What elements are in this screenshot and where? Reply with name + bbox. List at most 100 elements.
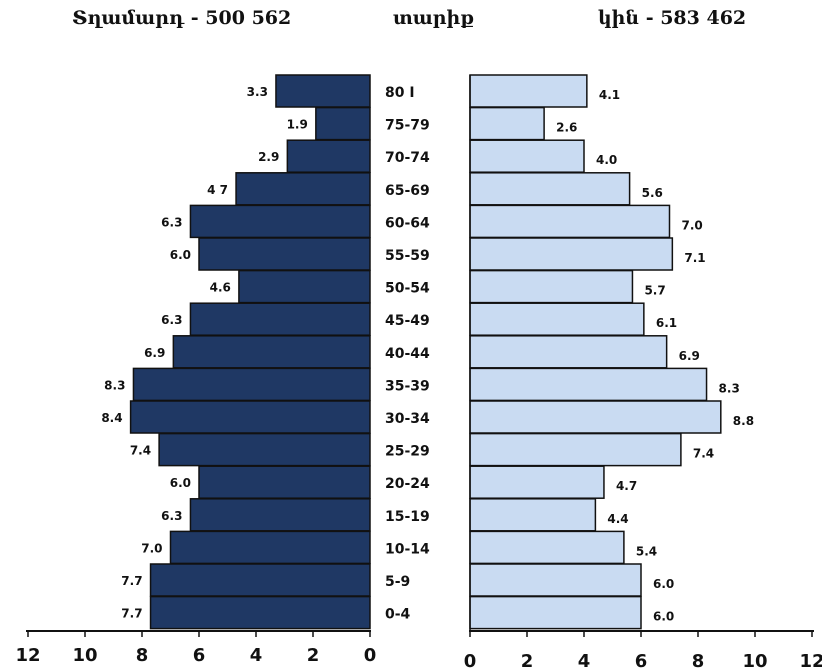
male-bar-5-9 <box>149 563 371 597</box>
male-value-label: 6.0 <box>170 476 191 490</box>
male-value-label: 1.9 <box>287 118 308 132</box>
age-group-label: 0-4 <box>385 607 411 623</box>
age-group-label: 5-9 <box>385 574 410 590</box>
male-bar-20-24 <box>198 465 371 499</box>
female-tick-label: 0 <box>464 651 477 672</box>
age-group-label: 65-69 <box>385 183 430 199</box>
male-bar-10-14 <box>169 530 371 565</box>
female-value-label: 6.1 <box>656 316 677 330</box>
female-value-label: 4.7 <box>616 479 637 493</box>
age-group-label: 80 I <box>385 85 415 101</box>
male-tick-label: 6 <box>193 645 206 666</box>
male-bar-55-59 <box>198 237 371 271</box>
female-value-label: 7.1 <box>684 251 705 265</box>
female-value-labels: 4.1 2.6 4.0 5.6 7.0 7.1 5.7 6.1 6.9 8.3 8.8 7.4 4.7 4… <box>556 88 754 624</box>
male-value-label: 6.3 <box>161 313 182 327</box>
male-value-label: 8.3 <box>104 378 125 392</box>
male-bar-15-19 <box>189 498 371 532</box>
female-value-label: 7.0 <box>682 218 703 232</box>
female-bar-45-49 <box>469 302 645 336</box>
age-group-label: 30-34 <box>385 411 430 427</box>
female-value-label: 8.8 <box>733 414 754 428</box>
female-value-label: 6.9 <box>679 349 700 363</box>
male-bar-25-29 <box>158 432 371 467</box>
male-bar-0-4 <box>149 595 371 630</box>
female-bar-80+ <box>469 74 588 108</box>
age-group-label: 70-74 <box>385 150 430 166</box>
female-bar-65-69 <box>469 172 631 206</box>
male-bar-45-49 <box>189 302 371 336</box>
age-group-label: 35-39 <box>385 378 430 394</box>
axes: 12 10 8 6 4 2 0 0 2 4 6 8 10 12 <box>15 75 822 672</box>
male-tick-label: 0 <box>364 645 377 666</box>
male-tick-label: 12 <box>15 645 40 666</box>
age-group-label: 55-59 <box>385 248 430 264</box>
female-value-label: 6.0 <box>653 610 674 624</box>
male-value-label: 7.7 <box>121 607 142 621</box>
female-bar-0-4 <box>469 595 642 630</box>
male-bar-35-39 <box>132 367 371 402</box>
age-group-label: 75-79 <box>385 118 430 134</box>
female-bar-20-24 <box>469 465 605 499</box>
male-value-labels: 3.3 1.9 2.9 4 7 6.3 6.0 4.6 6.3 6.9 8.3 8.4 7.4 6.0 6… <box>101 85 308 621</box>
male-tick-label: 4 <box>250 645 263 666</box>
female-value-label: 8.3 <box>719 381 740 395</box>
male-value-label: 2.9 <box>258 150 279 164</box>
age-group-label: 50-54 <box>385 281 430 297</box>
male-bar-80+ <box>275 74 371 108</box>
male-value-label: 6.9 <box>144 346 165 360</box>
male-tick-label: 2 <box>307 645 320 666</box>
female-tick-label: 4 <box>578 651 591 672</box>
female-value-label: 7.4 <box>693 447 714 461</box>
female-tick-label: 10 <box>742 651 767 672</box>
male-bar-75-79 <box>315 106 371 141</box>
male-value-label: 8.4 <box>101 411 122 425</box>
female-bar-5-9 <box>469 563 642 597</box>
male-value-label: 6.3 <box>161 509 182 523</box>
female-tick-label: 12 <box>799 651 822 672</box>
female-bar-25-29 <box>469 432 682 467</box>
age-group-label: 20-24 <box>385 476 430 492</box>
female-bar-30-34 <box>469 400 722 434</box>
female-bars <box>469 74 722 630</box>
male-value-label: 4.6 <box>210 281 231 295</box>
male-value-label: 7.7 <box>121 574 142 588</box>
female-bar-10-14 <box>469 530 625 565</box>
male-bar-65-69 <box>235 172 371 206</box>
male-value-label: 6.0 <box>170 248 191 262</box>
female-tick-label: 8 <box>692 651 705 672</box>
male-value-label: 6.3 <box>161 215 182 229</box>
female-bar-35-39 <box>469 367 708 402</box>
age-group-label: 60-64 <box>385 215 430 231</box>
age-group-label: 45-49 <box>385 313 430 329</box>
age-group-label: 10-14 <box>385 541 430 557</box>
age-header: տարիք <box>393 7 474 29</box>
female-value-label: 4.4 <box>607 512 628 526</box>
male-tick-label: 10 <box>72 645 97 666</box>
female-value-label: 4.0 <box>596 153 617 167</box>
age-group-labels: 80 I 75-79 70-74 65-69 60-64 55-59 50-54 45-49 4… <box>385 85 430 623</box>
female-total-header: կին - 583 462 <box>598 7 746 29</box>
female-tick-label: 6 <box>635 651 648 672</box>
female-value-label: 6.0 <box>653 577 674 591</box>
male-bar-40-44 <box>172 335 371 369</box>
male-bar-70-74 <box>286 139 371 173</box>
male-value-label: 3.3 <box>247 85 268 99</box>
male-tick-label: 8 <box>136 645 149 666</box>
female-value-label: 2.6 <box>556 121 577 135</box>
female-value-label: 5.4 <box>636 544 657 558</box>
age-group-label: 40-44 <box>385 346 430 362</box>
female-tick-label: 2 <box>521 651 534 672</box>
male-value-label: 7.0 <box>141 541 162 555</box>
male-bar-60-64 <box>189 204 371 239</box>
female-bar-50-54 <box>469 269 634 304</box>
female-bar-70-74 <box>469 139 585 173</box>
male-bar-30-34 <box>129 400 371 434</box>
age-group-label: 25-29 <box>385 444 430 460</box>
male-bars <box>129 74 371 630</box>
female-bar-55-59 <box>469 237 674 271</box>
age-group-label: 15-19 <box>385 509 430 525</box>
male-value-label: 7.4 <box>130 444 151 458</box>
female-value-label: 4.1 <box>599 88 620 102</box>
